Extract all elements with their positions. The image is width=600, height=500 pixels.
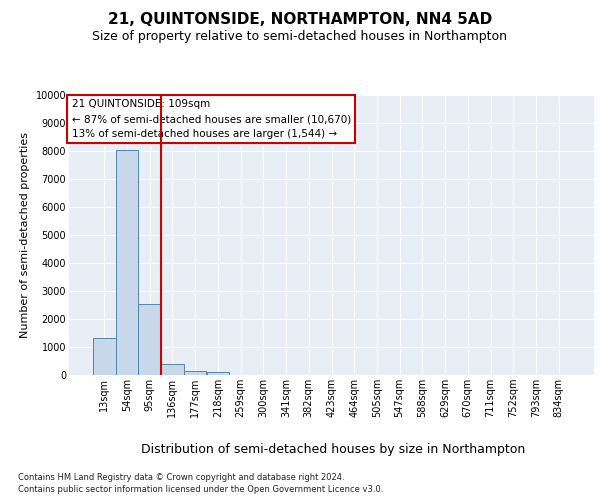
Bar <box>93 338 116 375</box>
Bar <box>139 304 161 375</box>
Text: 21 QUINTONSIDE: 109sqm
← 87% of semi-detached houses are smaller (10,670)
13% of: 21 QUINTONSIDE: 109sqm ← 87% of semi-det… <box>71 99 351 139</box>
Text: Contains HM Land Registry data © Crown copyright and database right 2024.: Contains HM Land Registry data © Crown c… <box>18 472 344 482</box>
Text: Contains public sector information licensed under the Open Government Licence v3: Contains public sector information licen… <box>18 485 383 494</box>
Bar <box>184 371 206 375</box>
Bar <box>116 150 139 375</box>
Bar <box>206 372 229 375</box>
Y-axis label: Number of semi-detached properties: Number of semi-detached properties <box>20 132 30 338</box>
Text: Distribution of semi-detached houses by size in Northampton: Distribution of semi-detached houses by … <box>141 442 525 456</box>
Text: 21, QUINTONSIDE, NORTHAMPTON, NN4 5AD: 21, QUINTONSIDE, NORTHAMPTON, NN4 5AD <box>108 12 492 28</box>
Bar <box>161 364 184 375</box>
Text: Size of property relative to semi-detached houses in Northampton: Size of property relative to semi-detach… <box>92 30 508 43</box>
